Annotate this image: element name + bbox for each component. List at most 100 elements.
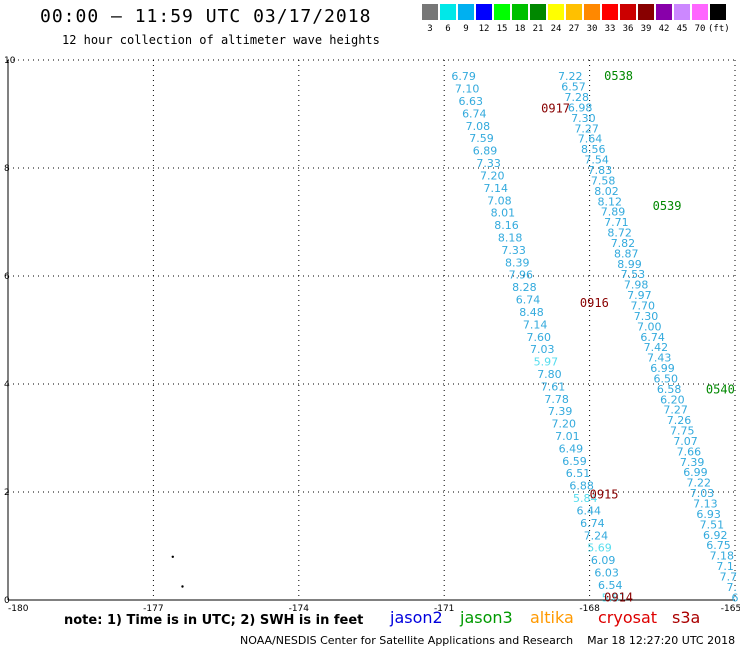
scale-label: 12 — [478, 24, 490, 34]
swh-value: 7.22 — [686, 477, 711, 490]
swh-value: 6.51 — [566, 467, 591, 480]
scale-swatch — [638, 4, 654, 20]
y-tick-label: 4 — [4, 380, 10, 390]
scale-label: 27 — [568, 24, 580, 34]
swh-value: 7. — [726, 581, 737, 594]
y-tick-label: 0 — [4, 596, 10, 606]
swh-value: 8.01 — [491, 207, 516, 220]
legend-s3a: s3a — [672, 608, 701, 627]
swh-value: 7.97 — [627, 289, 652, 302]
swh-value: 6.74 — [580, 517, 605, 530]
swh-value: 7.39 — [680, 456, 705, 469]
scale-label: 24 — [550, 24, 562, 34]
legend-cryosat: cryosat — [598, 608, 658, 627]
scale-swatch — [710, 4, 726, 20]
swh-value: 5.84 — [573, 492, 598, 505]
scale-label: 39 — [640, 24, 652, 34]
swh-value: 7.64 — [578, 133, 603, 146]
scale-label: 33 — [604, 24, 616, 34]
x-tick-label: -180 — [8, 604, 29, 614]
swh-value: 7.75 — [670, 425, 695, 438]
scale-label: 18 — [514, 24, 526, 34]
swh-value: 7.33 — [476, 157, 501, 170]
scale-swatch — [620, 4, 636, 20]
y-tick-label: 10 — [4, 56, 16, 66]
scale-swatch — [566, 4, 582, 20]
swh-value: 7.01 — [555, 430, 580, 443]
swh-value: 5.97 — [534, 356, 559, 369]
swh-value: 5.81 — [602, 591, 627, 604]
swh-value: 8.18 — [498, 231, 523, 244]
swh-value: 7.66 — [677, 445, 702, 458]
scale-label: (ft) — [708, 24, 730, 34]
swh-value: 7.14 — [484, 182, 509, 195]
y-tick-label: 8 — [4, 164, 10, 174]
swh-value: 7.70 — [630, 299, 655, 312]
scale-swatch — [476, 4, 492, 20]
scale-swatch — [548, 4, 564, 20]
swh-value: 7.27 — [574, 122, 599, 135]
swh-value: 6.57 — [561, 81, 586, 94]
swh-value: 7.58 — [591, 174, 616, 187]
swh-value: 7.80 — [537, 368, 562, 381]
swh-value: 6.79 — [451, 70, 476, 83]
swh-value: 7.13 — [693, 498, 718, 511]
swh-value: 7.27 — [663, 404, 688, 417]
legend-jason3: jason3 — [460, 608, 513, 627]
pass-time-label: 0916 — [580, 296, 609, 310]
x-tick-label: -177 — [143, 604, 163, 614]
swh-value: 6.99 — [650, 362, 675, 375]
y-tick-label: 6 — [4, 272, 10, 282]
swh-value: 6.59 — [562, 455, 587, 468]
swh-value: 6.88 — [569, 480, 594, 493]
scale-swatch — [674, 4, 690, 20]
scale-swatch — [602, 4, 618, 20]
swh-value: 6.74 — [640, 331, 665, 344]
data-dot — [181, 585, 184, 588]
scale-label: 15 — [496, 24, 508, 34]
swh-value: 6.54 — [598, 579, 623, 592]
swh-value: 6.63 — [458, 95, 483, 108]
swh-value: 7.10 — [455, 83, 480, 96]
swh-value: 6.58 — [657, 383, 682, 396]
x-tick-label: -165 — [721, 604, 740, 614]
x-tick-label: -168 — [579, 604, 600, 614]
scale-label: 42 — [658, 24, 670, 34]
pass-time-label: 0538 — [604, 69, 633, 83]
swh-value: 7.26 — [667, 414, 692, 427]
swh-value: 8.72 — [607, 227, 632, 240]
swh-value: 7.98 — [624, 279, 649, 292]
swh-value: 7.89 — [601, 206, 626, 219]
swh-value: 7.30 — [571, 112, 596, 125]
swh-value: 6.44 — [577, 504, 602, 517]
swh-value: 7.33 — [501, 244, 526, 257]
swh-value: 7.42 — [644, 341, 669, 354]
swh-value: 6.98 — [568, 101, 593, 114]
scale-swatch — [422, 4, 438, 20]
pass-time-label: 0915 — [590, 488, 619, 502]
swh-value: 6.92 — [703, 529, 728, 542]
swh-value: 6.93 — [696, 508, 721, 521]
swh-value: 8.28 — [512, 281, 537, 294]
scale-label: 36 — [622, 24, 634, 34]
pass-time-label: 0917 — [541, 102, 570, 116]
y-tick-label: 2 — [4, 488, 10, 498]
swh-value: 7.82 — [611, 237, 636, 250]
swh-value: 7.7 — [720, 570, 738, 583]
swh-value: 7.20 — [552, 418, 577, 431]
scale-swatch — [530, 4, 546, 20]
swh-value: 7.28 — [565, 91, 590, 104]
swh-value: 7.24 — [584, 529, 609, 542]
swh-value: 8.99 — [617, 258, 642, 271]
scale-label: 6 — [445, 24, 451, 34]
scale-label: 3 — [427, 24, 433, 34]
swh-value: 7.54 — [584, 154, 609, 167]
scale-label: 70 — [694, 24, 706, 34]
swh-value: 6.09 — [591, 554, 616, 567]
swh-value: 7.20 — [480, 169, 505, 182]
scale-swatch — [584, 4, 600, 20]
swh-value: 8.87 — [614, 247, 639, 260]
pass-time-label: 0914 — [604, 590, 633, 604]
swh-value: 7.43 — [647, 352, 672, 365]
